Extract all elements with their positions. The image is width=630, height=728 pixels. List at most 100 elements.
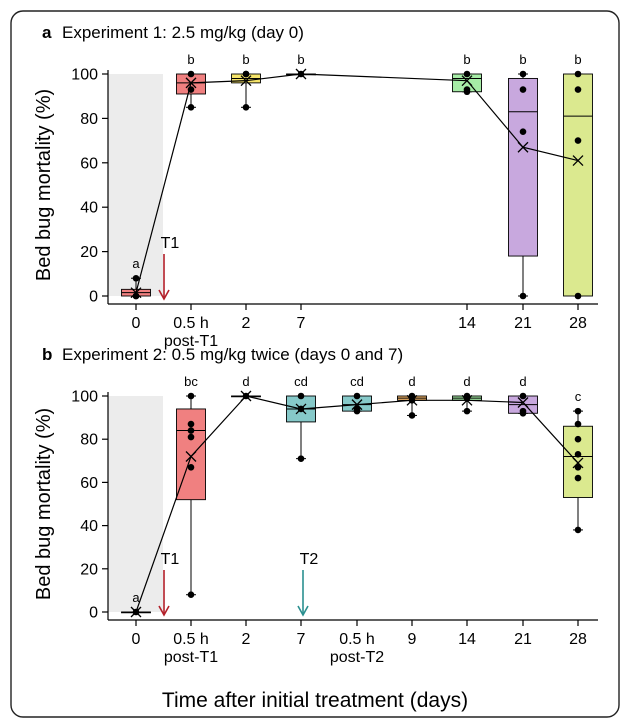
x-tick-label: 7 — [297, 315, 306, 332]
mean-marker — [572, 155, 584, 167]
y-tick-label: 20 — [80, 244, 98, 261]
significance-letter: a — [132, 590, 140, 605]
significance-letter: b — [297, 52, 304, 67]
x-tick-label-line: 28 — [569, 631, 587, 648]
y-tick-label: 60 — [80, 155, 98, 172]
y-tick-label: 80 — [80, 111, 98, 128]
box-group: cd — [342, 374, 372, 415]
data-point — [574, 451, 582, 458]
x-tick-label: 28 — [569, 315, 587, 332]
x-tick-label-line: 2 — [242, 315, 251, 332]
significance-letter: c — [575, 389, 582, 404]
data-point — [574, 435, 582, 443]
x-tick-label-line: 0 — [132, 631, 141, 648]
x-tick-label-line: post-T1 — [164, 649, 218, 666]
treatment-label: T1 — [161, 551, 180, 568]
mean-marker — [240, 75, 252, 87]
data-point — [463, 88, 471, 96]
data-point — [132, 292, 140, 300]
mean-marker — [240, 390, 252, 402]
mean-marker — [295, 68, 307, 80]
data-point — [574, 407, 582, 415]
data-point — [187, 433, 195, 441]
data-point — [519, 128, 527, 136]
box-group: bc — [176, 374, 206, 599]
significance-letter: b — [463, 52, 470, 67]
x-tick-label-line: 0.5 h — [173, 631, 209, 648]
x-tick-label-line: 28 — [569, 315, 587, 332]
panel-a: a Experiment 1: 2.5 mg/kg (day 0)02040608… — [33, 23, 598, 350]
data-point — [574, 137, 582, 144]
treatment-label: T1 — [161, 235, 180, 252]
data-point — [187, 104, 195, 111]
significance-letter: b — [187, 52, 194, 67]
mean-marker — [185, 451, 197, 462]
data-point — [187, 591, 195, 599]
significance-letter: cd — [294, 374, 308, 389]
mean-marker — [406, 394, 418, 406]
y-axis-label: Bed bug mortality (%) — [33, 89, 55, 281]
y-tick-label: 60 — [80, 475, 98, 492]
x-tick-label-line: 7 — [297, 315, 306, 332]
x-tick-label: 0.5 h post-T2 — [330, 631, 384, 666]
significance-letter: b — [574, 52, 581, 67]
data-point — [242, 70, 250, 78]
box-group: c — [563, 389, 593, 534]
data-point — [187, 463, 195, 471]
x-tick-label: 28 — [569, 631, 587, 648]
data-point — [353, 392, 361, 400]
y-tick-label: 0 — [89, 289, 98, 306]
mean-marker — [295, 403, 307, 415]
x-tick-label: 21 — [514, 315, 532, 332]
treatment-arrow-head — [158, 289, 170, 301]
mean-marker — [572, 457, 584, 469]
data-point — [187, 70, 195, 78]
x-tick-label-line: post-T1 — [164, 333, 218, 350]
x-tick-label-line: 0.5 h — [173, 315, 209, 332]
box-body — [508, 77, 538, 257]
data-point — [519, 392, 527, 400]
y-tick-label: 40 — [80, 200, 98, 217]
x-tick-label: 9 — [408, 631, 417, 648]
data-point — [408, 412, 416, 419]
x-tick-label: 21 — [514, 631, 532, 648]
significance-letter: d — [463, 374, 470, 389]
data-point — [574, 292, 582, 300]
treatment-label: T2 — [300, 551, 319, 568]
panel-title: Experiment 2: 0.5 mg/kg twice (days 0 an… — [62, 345, 403, 364]
y-axis-label: Bed bug mortality (%) — [33, 408, 55, 600]
data-point — [353, 407, 361, 415]
x-tick-label: 0.5 h post-T1 — [164, 631, 218, 666]
significance-letter: b — [242, 52, 249, 67]
mean-marker — [351, 399, 363, 411]
data-point — [463, 70, 471, 78]
box-group: d — [508, 374, 538, 417]
x-tick-label: 0.5 h post-T1 — [164, 315, 218, 350]
mean-marker — [461, 394, 473, 406]
mean-marker — [130, 287, 142, 299]
treatment-arrow-head — [158, 605, 170, 617]
x-tick-label-line: 0 — [132, 315, 141, 332]
baseline-shade — [108, 74, 163, 296]
y-tick-label: 100 — [71, 389, 98, 406]
treatment-arrow-head — [297, 605, 309, 617]
mean-marker — [517, 141, 529, 153]
significance-letter: bc — [184, 374, 198, 389]
box-group: b — [231, 52, 261, 111]
data-point — [297, 392, 305, 400]
data-point — [519, 70, 527, 78]
x-tick-label: 0 — [132, 631, 141, 648]
mean-marker — [461, 75, 473, 87]
x-tick-label-line: 21 — [514, 631, 532, 648]
data-point — [463, 407, 471, 415]
data-point — [187, 392, 195, 400]
mean-marker — [185, 77, 197, 89]
significance-letter: b — [519, 52, 526, 67]
y-tick-label: 80 — [80, 432, 98, 449]
box-body — [563, 73, 593, 297]
data-point — [187, 427, 195, 434]
x-tick-label-line: 21 — [514, 315, 532, 332]
significance-letter: d — [519, 374, 526, 389]
x-tick-label: 2 — [242, 631, 251, 648]
y-tick-label: 20 — [80, 561, 98, 578]
